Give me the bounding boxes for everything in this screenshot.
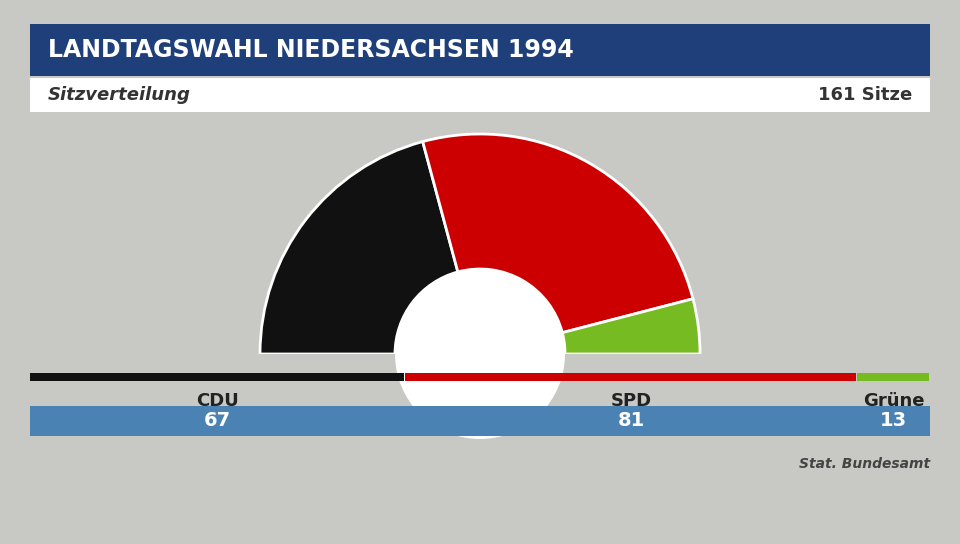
- Text: LANDTAGSWAHL NIEDERSACHSEN 1994: LANDTAGSWAHL NIEDERSACHSEN 1994: [48, 38, 574, 62]
- Text: 67: 67: [204, 411, 230, 430]
- Text: SPD: SPD: [611, 392, 652, 410]
- Text: Sitzverteilung: Sitzverteilung: [48, 86, 191, 104]
- Text: Grüne: Grüne: [863, 392, 924, 410]
- Circle shape: [395, 269, 565, 439]
- Bar: [30, 78, 930, 112]
- Text: 81: 81: [617, 411, 644, 430]
- Text: CDU: CDU: [196, 392, 239, 410]
- Text: Stat. Bundesamt: Stat. Bundesamt: [799, 457, 930, 471]
- Text: 13: 13: [880, 411, 907, 430]
- Bar: [30, 373, 403, 381]
- Bar: [30, 24, 930, 76]
- Bar: [857, 373, 929, 381]
- Bar: [404, 373, 856, 381]
- Bar: [255, 354, 705, 544]
- Wedge shape: [422, 134, 693, 333]
- Wedge shape: [260, 141, 458, 354]
- Wedge shape: [563, 299, 700, 354]
- Text: 161 Sitze: 161 Sitze: [818, 86, 912, 104]
- Bar: [30, 406, 930, 436]
